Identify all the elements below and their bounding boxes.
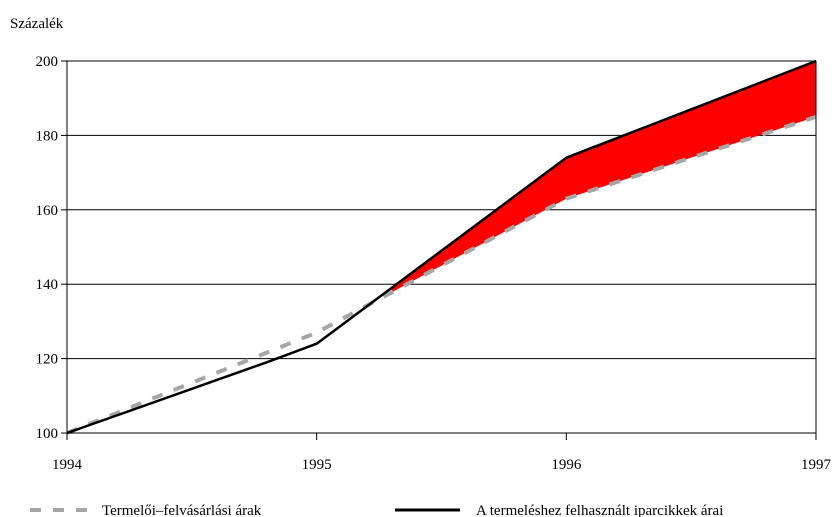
gap-fill-area	[391, 61, 816, 293]
x-tick-label-1996: 1996	[551, 457, 582, 473]
series-line-2	[66, 59, 817, 435]
y-tick-label-100: 100	[36, 426, 59, 442]
x-axis-ticks: 1994 1995 1996 1997	[52, 433, 832, 473]
legend-label-dashed: Termelői–felvásárlási árak	[102, 503, 262, 517]
y-axis-label: Százalék	[10, 16, 64, 32]
x-tick-label-1997: 1997	[801, 457, 832, 473]
y-tick-label-140: 140	[36, 277, 59, 293]
y-axis-ticks: 100 120 140 160 180 200	[36, 54, 67, 442]
y-tick-label-180: 180	[36, 128, 59, 144]
series-line-1	[66, 114, 817, 435]
x-tick-label-1994: 1994	[52, 457, 83, 473]
plot-frame	[66, 61, 817, 434]
gap-fill	[391, 61, 816, 293]
legend: Termelői–felvásárlási árak A termeléshez…	[30, 503, 723, 517]
y-tick-label-200: 200	[36, 54, 59, 70]
series-lines	[66, 59, 817, 435]
y-tick-label-120: 120	[36, 352, 59, 368]
legend-label-solid: A termeléshez felhasznált iparcikkek ára…	[476, 503, 723, 517]
y-tick-label-160: 160	[36, 203, 59, 219]
x-tick-label-1995: 1995	[302, 457, 332, 473]
